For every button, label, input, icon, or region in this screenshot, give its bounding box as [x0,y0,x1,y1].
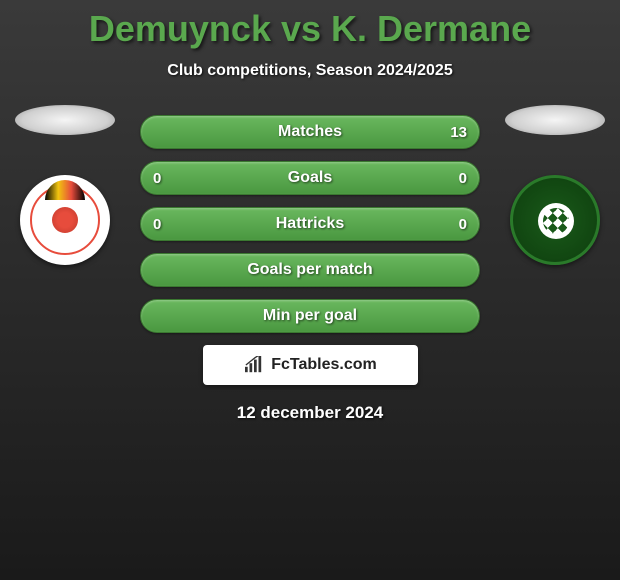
stat-left-value: 0 [153,216,161,233]
stats-list: Matches 13 0 Goals 0 0 Hattricks 0 Goals… [140,115,480,333]
left-player-area [10,105,120,265]
stat-label: Hattricks [276,215,344,233]
stat-row-matches: Matches 13 [140,115,480,149]
page-title: Demuynck vs K. Dermane [0,0,620,50]
badge-left-arc [45,180,85,200]
stat-row-goals-per-match: Goals per match [140,253,480,287]
stat-right-value: 0 [459,216,467,233]
subtitle: Club competitions, Season 2024/2025 [0,62,620,80]
stat-right-value: 0 [459,170,467,187]
stat-left-value: 0 [153,170,161,187]
stat-row-min-per-goal: Min per goal [140,299,480,333]
brand-badge[interactable]: FcTables.com [203,345,418,385]
club-badge-right [510,175,600,265]
player-disc-left [15,105,115,135]
stat-label: Min per goal [263,307,357,325]
stat-label: Matches [278,123,342,141]
comparison-content: Matches 13 0 Goals 0 0 Hattricks 0 Goals… [0,115,620,423]
stat-row-hattricks: 0 Hattricks 0 [140,207,480,241]
stat-label: Goals [288,169,332,187]
stat-row-goals: 0 Goals 0 [140,161,480,195]
stat-right-value: 13 [450,124,467,141]
club-badge-left [20,175,110,265]
right-player-area [500,105,610,265]
player-disc-right [505,105,605,135]
stat-label: Goals per match [247,261,372,279]
chart-icon [243,356,265,374]
brand-text: FcTables.com [271,356,377,374]
date-text: 12 december 2024 [0,403,620,423]
